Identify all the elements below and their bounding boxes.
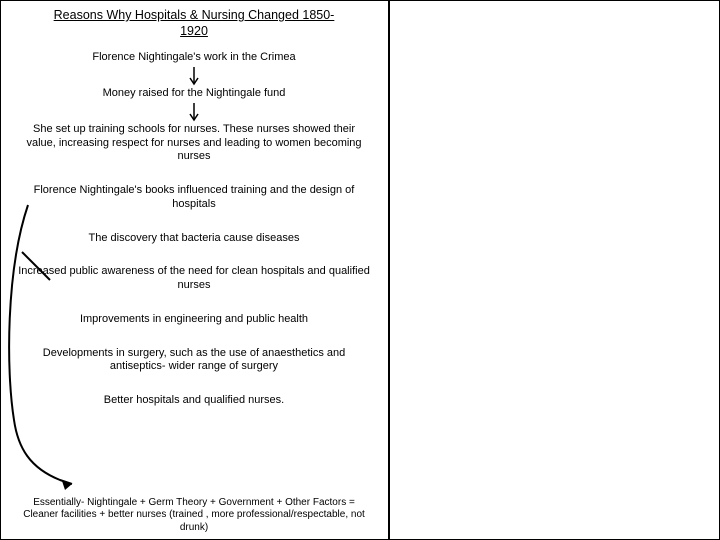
flow-node: Money raised for the Nightingale fund (95, 87, 294, 101)
flow-node: Improvements in engineering and public h… (72, 313, 316, 327)
arrow-down-icon (188, 65, 200, 87)
flow-node: Increased public awareness of the need f… (10, 265, 378, 293)
flow-node: Better hospitals and qualified nurses. (96, 394, 292, 408)
column-divider (388, 0, 390, 540)
arrow-down-icon (188, 101, 200, 123)
flow-node: She set up training schools for nurses. … (10, 123, 378, 164)
diagram-footer: Essentially- Nightingale + Germ Theory +… (10, 497, 378, 535)
flow-body: Florence Nightingale's work in the Crime… (10, 51, 378, 490)
left-column: Reasons Why Hospitals & Nursing Changed … (0, 0, 388, 540)
flow-node: Developments in surgery, such as the use… (10, 347, 378, 375)
flow-node: Florence Nightingale's books influenced … (10, 184, 378, 212)
flow-node: The discovery that bacteria cause diseas… (81, 232, 308, 246)
diagram-title: Reasons Why Hospitals & Nursing Changed … (10, 8, 378, 39)
flow-node: Florence Nightingale's work in the Crime… (84, 51, 303, 65)
